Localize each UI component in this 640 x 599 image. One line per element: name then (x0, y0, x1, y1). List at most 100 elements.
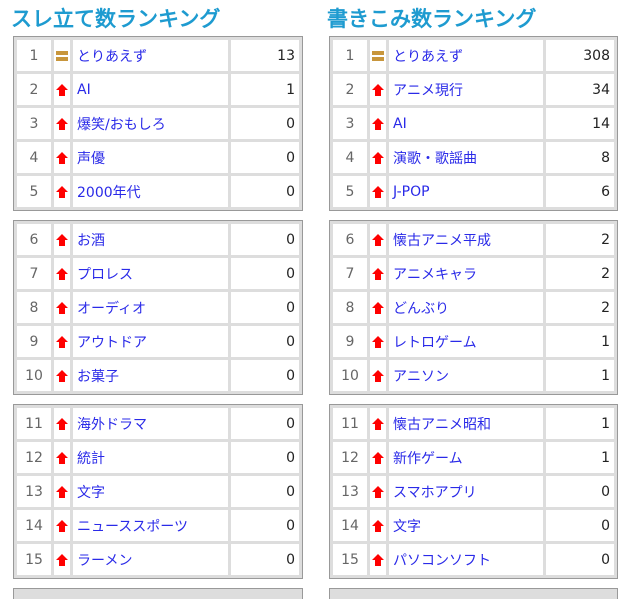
rank: 11 (17, 408, 51, 439)
rank: 5 (17, 176, 51, 207)
count: 0 (231, 442, 299, 473)
up-arrow-icon (371, 184, 385, 200)
board-link[interactable]: パソコンソフト (389, 544, 543, 575)
board-link[interactable]: 新作ゲーム (389, 442, 543, 473)
board-link[interactable]: ラーメン (73, 544, 228, 575)
board-link[interactable]: オーディオ (73, 292, 228, 323)
table-row: 4 声優 0 (17, 142, 299, 173)
board-link[interactable]: 声優 (73, 142, 228, 173)
board-link[interactable]: プロレス (73, 258, 228, 289)
board-link[interactable]: 統計 (73, 442, 228, 473)
rank: 11 (333, 408, 367, 439)
count: 14 (546, 108, 614, 139)
table-row: 9 アウトドア 0 (17, 326, 299, 357)
count: 0 (231, 408, 299, 439)
table-row: 10 お菓子 0 (17, 360, 299, 391)
count: 13 (231, 40, 299, 71)
count: 1 (546, 442, 614, 473)
board-link[interactable]: とりあえず (389, 40, 543, 71)
board-link[interactable]: お酒 (73, 224, 228, 255)
rank: 2 (17, 74, 51, 105)
board-link[interactable]: スマホアプリ (389, 476, 543, 507)
up-arrow-icon (371, 518, 385, 534)
board-link[interactable]: どんぶり (389, 292, 543, 323)
table-row: 14 ニューススポーツ 0 (17, 510, 299, 541)
ranking-table: 1 とりあえず 308 2 アニメ現行 34 3 AI 14 4 演歌・歌謡曲 8 5 J-POP 6 (329, 36, 618, 211)
table-row: 12 統計 0 (17, 442, 299, 473)
board-link[interactable]: ニューススポーツ (73, 510, 228, 541)
table-row: 14 文字 0 (333, 510, 614, 541)
up-arrow-icon (371, 82, 385, 98)
count: 6 (546, 176, 614, 207)
count: 0 (231, 142, 299, 173)
rank: 4 (17, 142, 51, 173)
count: 8 (546, 142, 614, 173)
up-arrow-icon (371, 300, 385, 316)
board-link[interactable]: とりあえず (73, 40, 228, 71)
count: 0 (231, 258, 299, 289)
board-link[interactable]: アニメキャラ (389, 258, 543, 289)
up-arrow-icon (371, 266, 385, 282)
table-row: 12 新作ゲーム 1 (333, 442, 614, 473)
board-link[interactable]: 文字 (73, 476, 228, 507)
table-row: 2 AI 1 (17, 74, 299, 105)
rank: 7 (333, 258, 367, 289)
board-link[interactable]: J-POP (389, 176, 543, 207)
rank: 13 (333, 476, 367, 507)
count: 0 (231, 476, 299, 507)
rank: 10 (17, 360, 51, 391)
rank: 12 (17, 442, 51, 473)
count: 1 (546, 360, 614, 391)
rank: 6 (333, 224, 367, 255)
board-link[interactable]: AI (73, 74, 228, 105)
board-link[interactable]: 2000年代 (73, 176, 228, 207)
table-row: 4 演歌・歌謡曲 8 (333, 142, 614, 173)
post-count-ranking: 書きこみ数ランキング 1 とりあえず 308 2 アニメ現行 34 3 AI 14 4 演歌・歌謡曲… (327, 0, 618, 599)
section-title: スレ立て数ランキング (11, 7, 221, 31)
ranking-table: 11 海外ドラマ 0 12 統計 0 13 文字 0 14 ニューススポーツ 0 15 ラーメン 0 (13, 404, 303, 579)
board-link[interactable]: 文字 (389, 510, 543, 541)
rank: 1 (333, 40, 367, 71)
rank: 14 (17, 510, 51, 541)
up-arrow-icon (371, 416, 385, 432)
board-link[interactable]: 演歌・歌謡曲 (389, 142, 543, 173)
board-link[interactable]: 海外ドラマ (73, 408, 228, 439)
count: 0 (231, 360, 299, 391)
unchanged-icon (372, 50, 384, 61)
rank: 10 (333, 360, 367, 391)
next-ranking-table (13, 588, 303, 599)
table-row: 9 レトロゲーム 1 (333, 326, 614, 357)
table-row: 10 アニソン 1 (333, 360, 614, 391)
up-arrow-icon (55, 552, 69, 568)
board-link[interactable]: 懐古アニメ平成 (389, 224, 543, 255)
up-arrow-icon (55, 300, 69, 316)
up-arrow-icon (371, 232, 385, 248)
ranking-table: 6 懐古アニメ平成 2 7 アニメキャラ 2 8 どんぶり 2 9 レトロゲーム 1 10 アニソン 1 (329, 220, 618, 395)
rank: 4 (333, 142, 367, 173)
next-ranking-table (329, 588, 618, 599)
rank: 7 (17, 258, 51, 289)
table-row: 1 とりあえず 13 (17, 40, 299, 71)
board-link[interactable]: お菓子 (73, 360, 228, 391)
count: 2 (546, 292, 614, 323)
up-arrow-icon (371, 116, 385, 132)
board-link[interactable]: AI (389, 108, 543, 139)
ranking-table: 1 とりあえず 13 2 AI 1 3 爆笑/おもしろ 0 4 声優 0 5 2000年代 0 (13, 36, 303, 211)
board-link[interactable]: アウトドア (73, 326, 228, 357)
up-arrow-icon (371, 484, 385, 500)
board-link[interactable]: アニメ現行 (389, 74, 543, 105)
count: 1 (231, 74, 299, 105)
board-link[interactable]: レトロゲーム (389, 326, 543, 357)
table-row: 15 パソコンソフト 0 (333, 544, 614, 575)
board-link[interactable]: 爆笑/おもしろ (73, 108, 228, 139)
table-row: 15 ラーメン 0 (17, 544, 299, 575)
table-row: 11 海外ドラマ 0 (17, 408, 299, 439)
rank: 1 (17, 40, 51, 71)
table-row: 3 AI 14 (333, 108, 614, 139)
board-link[interactable]: アニソン (389, 360, 543, 391)
count: 0 (231, 224, 299, 255)
count: 0 (231, 176, 299, 207)
up-arrow-icon (55, 82, 69, 98)
count: 0 (231, 510, 299, 541)
board-link[interactable]: 懐古アニメ昭和 (389, 408, 543, 439)
